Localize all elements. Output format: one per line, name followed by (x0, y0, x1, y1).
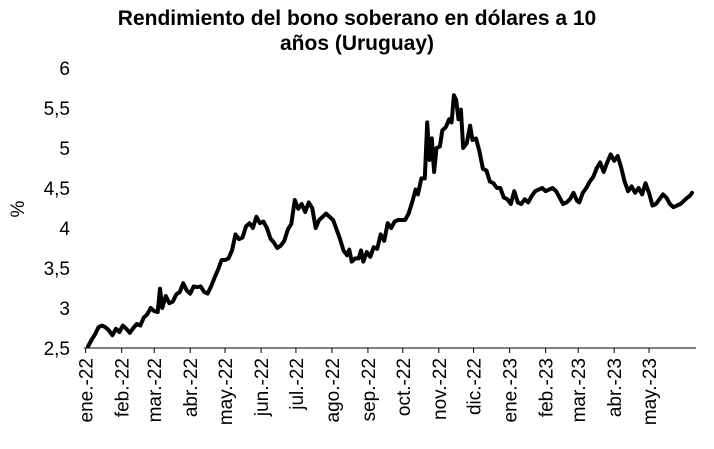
x-tick-label: mar.-22 (145, 358, 166, 422)
x-tick-label: abr.-22 (181, 358, 202, 417)
series-line (86, 93, 694, 349)
y-tick-label: 5 (59, 139, 70, 160)
x-tick-label: feb.-23 (537, 358, 558, 417)
y-axis-ticks: 2,5 3 3,5 4 4,5 5 5,5 6 (44, 59, 71, 360)
y-tick-label: 6 (59, 59, 70, 80)
y-tick-label: 3,5 (44, 259, 70, 280)
x-tick-label: jul.-22 (287, 358, 308, 411)
x-tick-label: may.-23 (640, 358, 661, 425)
y-tick-label: 4,5 (44, 179, 70, 200)
y-tick-label: 3 (59, 299, 70, 320)
x-tick-label: abr.-23 (605, 358, 626, 417)
y-axis-label: % (8, 200, 29, 217)
x-tick-label: jun.-22 (252, 358, 273, 417)
y-tick-label: 5,5 (44, 99, 70, 120)
x-tick-label: oct.-22 (394, 358, 415, 416)
x-axis-ticks: ene.-22 feb.-22 mar.-22 abr.-22 may.-22 jun.-… (77, 348, 661, 425)
x-tick-label: sep.-22 (359, 358, 380, 421)
x-tick-label: dic.-22 (465, 358, 486, 415)
x-tick-label: nov.-22 (430, 358, 451, 420)
x-tick-label: feb.-22 (113, 358, 134, 417)
chart-title-line-1: Rendimiento del bono soberano en dólares… (117, 7, 597, 30)
chart-title-line-2: años (Uruguay) (279, 32, 434, 55)
y-tick-label: 4 (59, 219, 70, 240)
x-tick-label: may.-22 (216, 358, 237, 425)
x-tick-label: ene.-22 (77, 358, 98, 422)
x-tick-label: ene.-23 (501, 358, 522, 422)
y-tick-label: 2,5 (44, 339, 70, 360)
x-tick-label: ago.-22 (323, 358, 344, 422)
x-tick-label: mar.-23 (569, 358, 590, 422)
chart-title: Rendimiento del bono soberano en dólares… (0, 6, 714, 56)
